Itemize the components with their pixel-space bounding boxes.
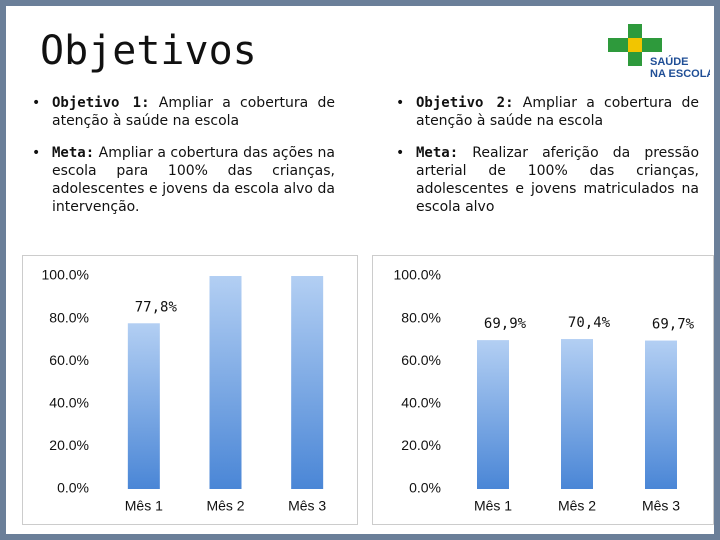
- bullet-label: Meta:: [52, 145, 95, 161]
- bar: [291, 276, 324, 489]
- y-tick-label: 80.0%: [401, 309, 441, 325]
- x-tick-label: Mês 1: [125, 498, 163, 514]
- bullet-label: Meta:: [416, 145, 459, 161]
- text-column: Objetivo 1: Ampliar a cobertura de atenç…: [30, 94, 335, 230]
- value-label: 77,8%: [135, 299, 178, 315]
- bar: [561, 339, 593, 489]
- bullet-text: Ampliar a cobertura das ações na escola …: [52, 145, 335, 215]
- y-tick-label: 80.0%: [49, 309, 89, 325]
- y-tick-label: 60.0%: [401, 352, 441, 368]
- x-tick-label: Mês 3: [288, 498, 326, 514]
- y-tick-label: 20.0%: [49, 437, 89, 453]
- x-tick-label: Mês 2: [206, 498, 244, 514]
- logo-text: SAÚDE: [650, 55, 689, 68]
- bullet-text: Realizar aferição da pressão arterial de…: [416, 145, 700, 215]
- chart: 0.0% 20.0% 40.0% 60.0% 80.0% 100.0% Mês 1 77,8%…: [42, 267, 327, 514]
- y-tick-label: 40.0%: [49, 395, 89, 411]
- logo-text: NA ESCOLA: [650, 68, 710, 78]
- bullet-item: Objetivo 1: Ampliar a cobertura de atenç…: [30, 94, 335, 130]
- bullet-item: Meta: Ampliar a cobertura das ações na e…: [30, 144, 335, 216]
- y-tick-label: 0.0%: [57, 480, 89, 496]
- x-tick-label: Mês 1: [474, 498, 512, 514]
- y-tick-label: 20.0%: [401, 437, 441, 453]
- chart-box: 0.0% 20.0% 40.0% 60.0% 80.0% 100.0% Mês 1 69,9%…: [372, 255, 714, 525]
- x-tick-label: Mês 2: [558, 498, 596, 514]
- bar: [209, 276, 242, 489]
- y-tick-label: 100.0%: [42, 267, 89, 283]
- bullet-text: Ampliar a cobertura de atenção à saúde n…: [52, 95, 335, 129]
- bar: [127, 323, 160, 489]
- bar: [645, 340, 677, 489]
- value-label: 70,4%: [568, 315, 611, 331]
- bullet-item: Objetivo 2: Ampliar a cobertura de atenç…: [394, 94, 699, 130]
- y-tick-label: 40.0%: [401, 395, 441, 411]
- chart-box: 0.0% 20.0% 40.0% 60.0% 80.0% 100.0% Mês 1 77,8%…: [22, 255, 358, 525]
- bullet-label: Objetivo 1:: [52, 95, 150, 111]
- value-label: 69,7%: [652, 317, 695, 333]
- x-tick-label: Mês 3: [642, 498, 680, 514]
- bar: [477, 340, 509, 489]
- y-tick-label: 60.0%: [49, 352, 89, 368]
- y-tick-label: 100.0%: [394, 267, 441, 283]
- text-column: Objetivo 2: Ampliar a cobertura de atenç…: [394, 94, 699, 230]
- value-label: 69,9%: [484, 316, 527, 332]
- logo-center: [628, 38, 642, 52]
- logo: SAÚDE NA ESCOLA: [608, 24, 710, 78]
- slide-title: Objetivos: [40, 28, 257, 74]
- bullet-label: Objetivo 2:: [416, 95, 514, 111]
- y-tick-label: 0.0%: [409, 480, 441, 496]
- bullet-item: Meta: Realizar aferição da pressão arter…: [394, 144, 699, 216]
- bullet-text: Ampliar a cobertura de atenção à saúde n…: [416, 95, 699, 129]
- chart: 0.0% 20.0% 40.0% 60.0% 80.0% 100.0% Mês 1 69,9%…: [394, 267, 695, 514]
